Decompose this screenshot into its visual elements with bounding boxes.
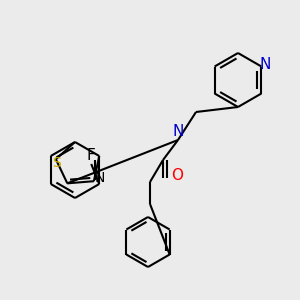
Text: F: F — [87, 148, 96, 164]
Text: O: O — [171, 169, 183, 184]
Text: N: N — [260, 57, 271, 72]
Text: N: N — [95, 171, 105, 185]
Text: S: S — [52, 156, 61, 170]
Text: N: N — [172, 124, 184, 140]
